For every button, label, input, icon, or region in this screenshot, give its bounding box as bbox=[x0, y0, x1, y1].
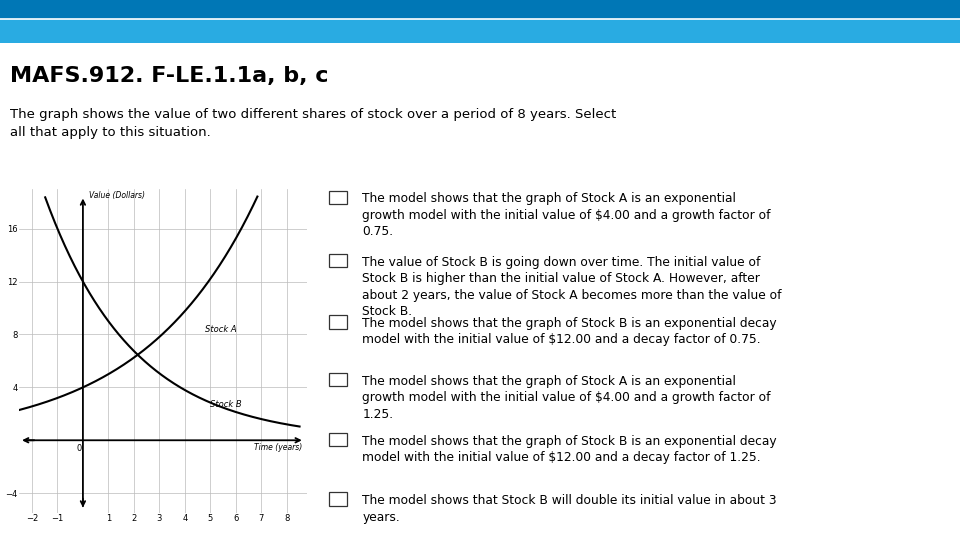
Text: The model shows that the graph of Stock B is an exponential decay
model with the: The model shows that the graph of Stock … bbox=[363, 435, 777, 464]
Text: Stock B: Stock B bbox=[210, 400, 242, 409]
FancyBboxPatch shape bbox=[329, 433, 347, 446]
Text: Value (Dollars): Value (Dollars) bbox=[89, 191, 145, 200]
Bar bbox=[0, 19, 960, 43]
Text: The model shows that the graph of Stock A is an exponential
growth model with th: The model shows that the graph of Stock … bbox=[363, 375, 771, 421]
Text: Stock A: Stock A bbox=[205, 325, 237, 334]
FancyBboxPatch shape bbox=[329, 373, 347, 387]
FancyBboxPatch shape bbox=[329, 492, 347, 506]
Text: The model shows that the graph of Stock B is an exponential decay
model with the: The model shows that the graph of Stock … bbox=[363, 317, 777, 347]
Text: Time (years): Time (years) bbox=[253, 442, 302, 451]
Text: The graph shows the value of two different shares of stock over a period of 8 ye: The graph shows the value of two differe… bbox=[10, 108, 616, 139]
Text: The model shows that Stock B will double its initial value in about 3
years.: The model shows that Stock B will double… bbox=[363, 494, 777, 524]
Text: MAFS.912. F-LE.1.1a, b, c: MAFS.912. F-LE.1.1a, b, c bbox=[10, 65, 328, 86]
FancyBboxPatch shape bbox=[329, 315, 347, 328]
Text: 0: 0 bbox=[77, 444, 82, 453]
FancyBboxPatch shape bbox=[329, 191, 347, 204]
Text: The model shows that the graph of Stock A is an exponential
growth model with th: The model shows that the graph of Stock … bbox=[363, 192, 771, 238]
FancyBboxPatch shape bbox=[329, 254, 347, 267]
Text: The value of Stock B is going down over time. The initial value of
Stock B is hi: The value of Stock B is going down over … bbox=[363, 255, 782, 318]
